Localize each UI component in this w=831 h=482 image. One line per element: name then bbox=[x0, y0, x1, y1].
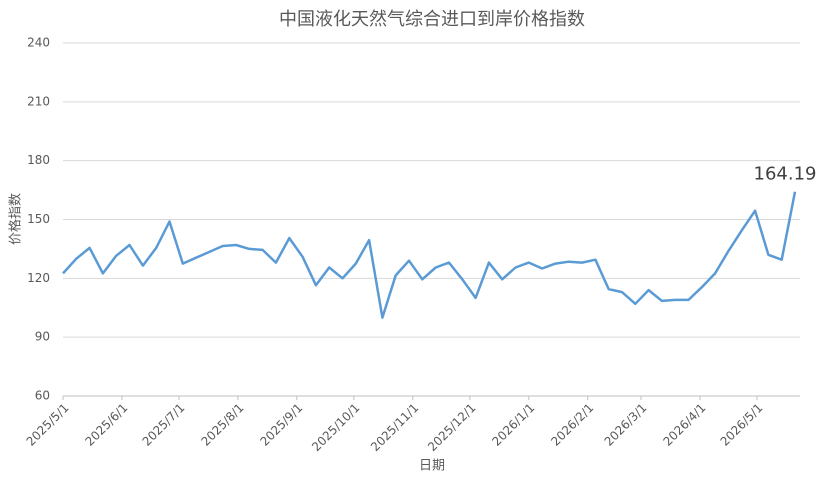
y-tick-label: 180 bbox=[27, 153, 50, 167]
x-tick-label: 2026/4/1 bbox=[661, 401, 709, 449]
x-tick-label: 2026/1/1 bbox=[489, 401, 537, 449]
x-tick-label: 2026/5/1 bbox=[718, 401, 766, 449]
x-tick-label: 2025/6/1 bbox=[83, 401, 131, 449]
x-tick-label: 2025/12/1 bbox=[425, 401, 478, 454]
x-axis-label: 日期 bbox=[419, 459, 445, 474]
y-tick-label: 60 bbox=[35, 389, 50, 403]
y-axis-label: 价格指数 bbox=[8, 193, 24, 245]
y-tick-label: 240 bbox=[27, 36, 50, 50]
x-tick-label: 2026/3/1 bbox=[602, 401, 650, 449]
x-tick-label: 2025/8/1 bbox=[198, 401, 246, 449]
data-line bbox=[62, 191, 797, 319]
y-tick-label: 210 bbox=[27, 94, 50, 108]
y-tick-label: 150 bbox=[27, 212, 50, 226]
x-tick-label: 2026/2/1 bbox=[548, 401, 596, 449]
x-tick-label: 2025/5/1 bbox=[24, 401, 72, 449]
x-tick-label: 2025/7/1 bbox=[140, 401, 188, 449]
chart-title: 中国液化天然气综合进口到岸价格指数 bbox=[279, 9, 585, 30]
x-tick-label: 2025/10/1 bbox=[309, 401, 362, 454]
data-label: 164.19 bbox=[754, 164, 817, 185]
x-tick-label: 2025/9/1 bbox=[257, 401, 305, 449]
y-tick-label: 120 bbox=[27, 271, 50, 285]
x-tick-label: 2025/11/1 bbox=[368, 401, 421, 454]
y-tick-label: 90 bbox=[35, 330, 50, 344]
